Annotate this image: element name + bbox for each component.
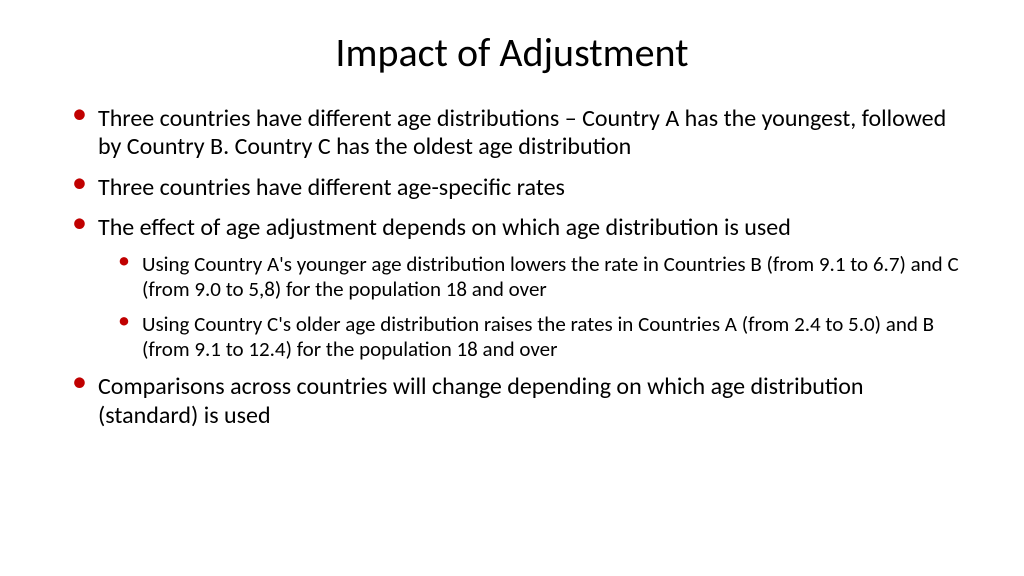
bullet-item: Comparisons across countries will change… — [98, 373, 964, 430]
bullet-text: Three countries have different age-speci… — [98, 173, 565, 202]
bullet-item: Three countries have different age distr… — [98, 105, 964, 162]
bullet-item: Three countries have different age-speci… — [98, 174, 964, 202]
sub-bullet-text: Using Country C's older age distribution… — [142, 311, 934, 362]
bullet-list: Three countries have different age distr… — [60, 105, 964, 430]
sub-bullet-list: Using Country A's younger age distributi… — [98, 252, 964, 361]
slide-container: Impact of Adjustment Three countries hav… — [0, 0, 1024, 576]
bullet-text: The effect of age adjustment depends on … — [98, 213, 791, 242]
sub-bullet-item: Using Country C's older age distribution… — [142, 312, 964, 362]
sub-bullet-item: Using Country A's younger age distributi… — [142, 252, 964, 302]
bullet-text: Three countries have different age distr… — [98, 104, 946, 161]
bullet-item: The effect of age adjustment depends on … — [98, 214, 964, 361]
slide-title: Impact of Adjustment — [60, 28, 964, 77]
bullet-text: Comparisons across countries will change… — [98, 372, 864, 429]
sub-bullet-text: Using Country A's younger age distributi… — [142, 251, 959, 302]
